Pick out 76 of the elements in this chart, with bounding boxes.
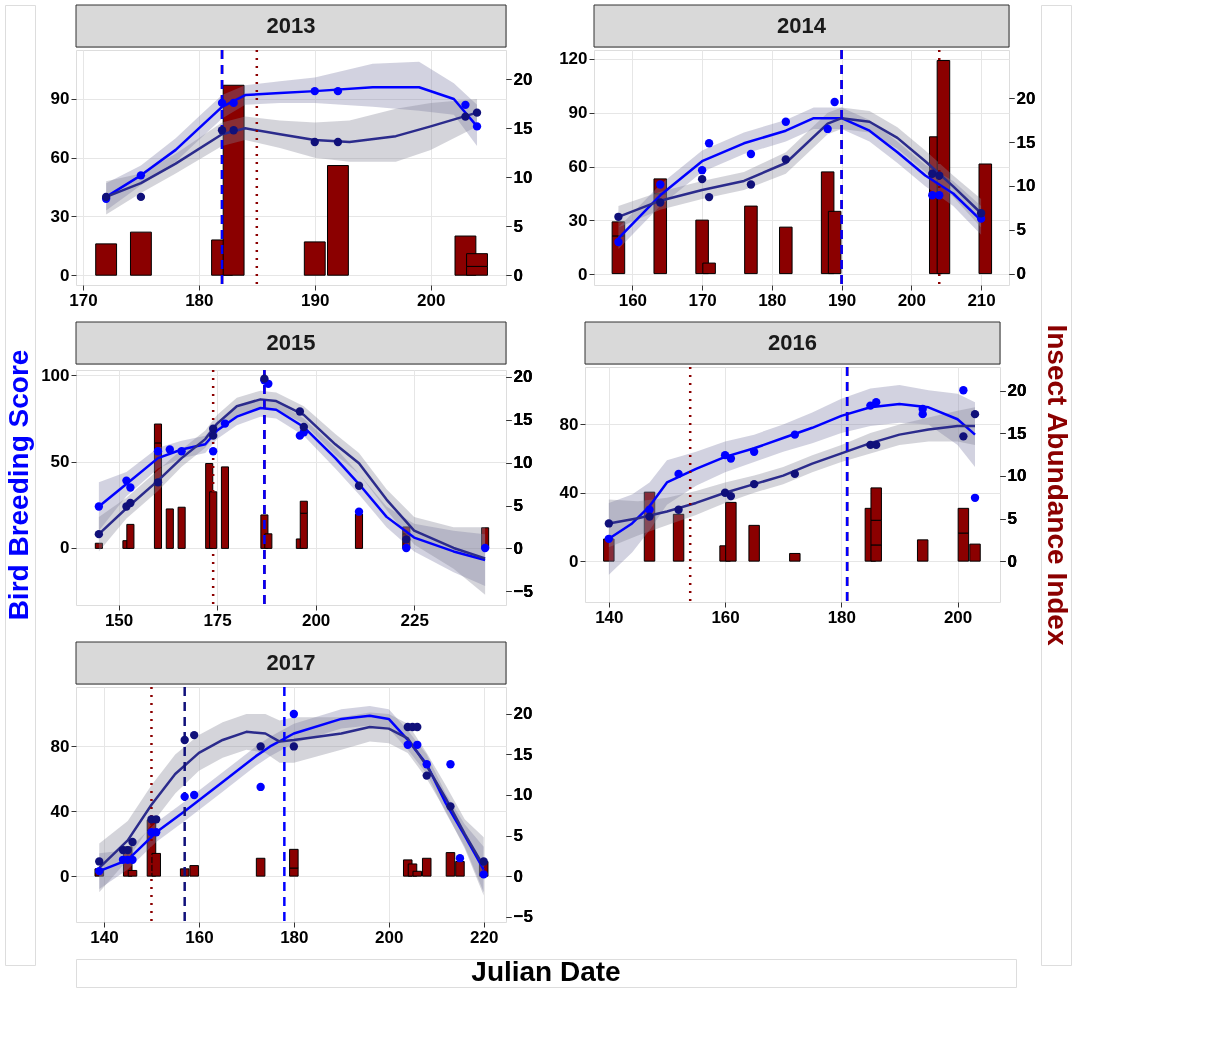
y2-tick-label: 10	[513, 167, 533, 187]
chart-title: 2016	[768, 330, 817, 355]
y-tick-label: 90	[50, 89, 70, 109]
y-axis-title: Bird Breeding Score	[3, 349, 34, 621]
x-tick-label: 220	[470, 927, 499, 947]
y2-tick-label: 15	[513, 118, 533, 138]
y2-tick-label: 0	[513, 538, 523, 558]
x-tick-label: 180	[758, 290, 787, 310]
x-tick-label: 200	[416, 290, 446, 310]
y-tick-label: 120	[559, 49, 588, 69]
y-tick-label: 30	[50, 206, 70, 226]
y2-tick-label: 10	[1007, 466, 1027, 486]
x-tick-label: 140	[90, 927, 119, 947]
y-tick-label: 0	[60, 265, 70, 285]
y2-tick-label: 20	[513, 367, 533, 387]
y-tick-label: 0	[60, 538, 70, 558]
y2-tick-label: 15	[513, 410, 533, 430]
y2-tick-label: 0	[513, 265, 523, 285]
y-tick-label: 60	[568, 157, 588, 177]
y2-tick-label: 0	[513, 866, 523, 886]
x-tick-label: 175	[203, 610, 232, 630]
y-tick-label: 80	[559, 414, 579, 434]
x-tick-label: 180	[280, 927, 309, 947]
y2-tick-label: −5	[513, 581, 533, 601]
x-tick-label: 200	[897, 290, 927, 310]
y2-tick-label: 5	[1016, 220, 1026, 240]
y2-tick-label: 10	[513, 453, 533, 473]
x-tick-label: 170	[69, 290, 98, 310]
y2-tick-label: 20	[1016, 88, 1036, 108]
y2-tick-label: −5	[513, 907, 533, 927]
y2-tick-label: 5	[513, 496, 523, 516]
x-tick-label: 190	[827, 290, 857, 310]
y2-tick-label: 20	[1007, 381, 1027, 401]
y2-tick-label: 20	[513, 69, 533, 89]
x-tick-label: 225	[400, 610, 429, 630]
y2-tick-label: 5	[1007, 509, 1017, 529]
y2-tick-label: 5	[513, 216, 523, 236]
y-tick-label: 40	[559, 483, 579, 503]
y2-tick-label: 10	[1016, 176, 1036, 196]
y-tick-label: 0	[569, 551, 579, 571]
y2-tick-label: 0	[1016, 264, 1026, 284]
x-tick-label: 160	[711, 607, 740, 627]
y2-tick-label: 15	[1007, 423, 1027, 443]
x-tick-label: 160	[185, 927, 214, 947]
y-tick-label: 0	[60, 866, 70, 886]
y2-tick-label: 0	[1007, 551, 1017, 571]
chart-title: 2013	[266, 13, 316, 38]
y2-tick-label: 10	[513, 785, 533, 805]
y2-tick-label: 5	[513, 826, 523, 846]
y-tick-label: 100	[41, 365, 70, 385]
x-tick-label: 180	[185, 290, 214, 310]
x-tick-label: 180	[827, 607, 857, 627]
chart-title: 2015	[266, 330, 316, 355]
y2-tick-label: 20	[513, 704, 533, 724]
chart-title: 2017	[266, 650, 316, 675]
y-tick-label: 0	[578, 264, 588, 284]
y-tick-label: 50	[50, 452, 70, 472]
x-tick-label: 200	[301, 610, 331, 630]
x-tick-label: 190	[301, 290, 330, 310]
x-tick-label: 200	[375, 927, 404, 947]
x-tick-label: 140	[595, 607, 624, 627]
x-tick-label: 170	[688, 290, 717, 310]
x-tick-label: 200	[943, 607, 973, 627]
y-tick-label: 30	[568, 210, 588, 230]
y-tick-label: 40	[50, 801, 70, 821]
y-tick-label: 90	[568, 103, 588, 123]
y2-tick-label: 15	[513, 744, 533, 764]
y2-tick-label: 15	[1016, 132, 1036, 152]
chart-title: 2014	[777, 13, 827, 38]
y-tick-label: 60	[50, 148, 70, 168]
y-tick-label: 80	[50, 736, 70, 756]
x-tick-label: 150	[104, 610, 134, 630]
x-tick-label: 160	[618, 290, 648, 310]
x-tick-label: 210	[967, 290, 996, 310]
y2-axis-title: Insect Abundance Index	[1042, 324, 1073, 646]
x-axis-title: Julian Date	[471, 956, 621, 987]
